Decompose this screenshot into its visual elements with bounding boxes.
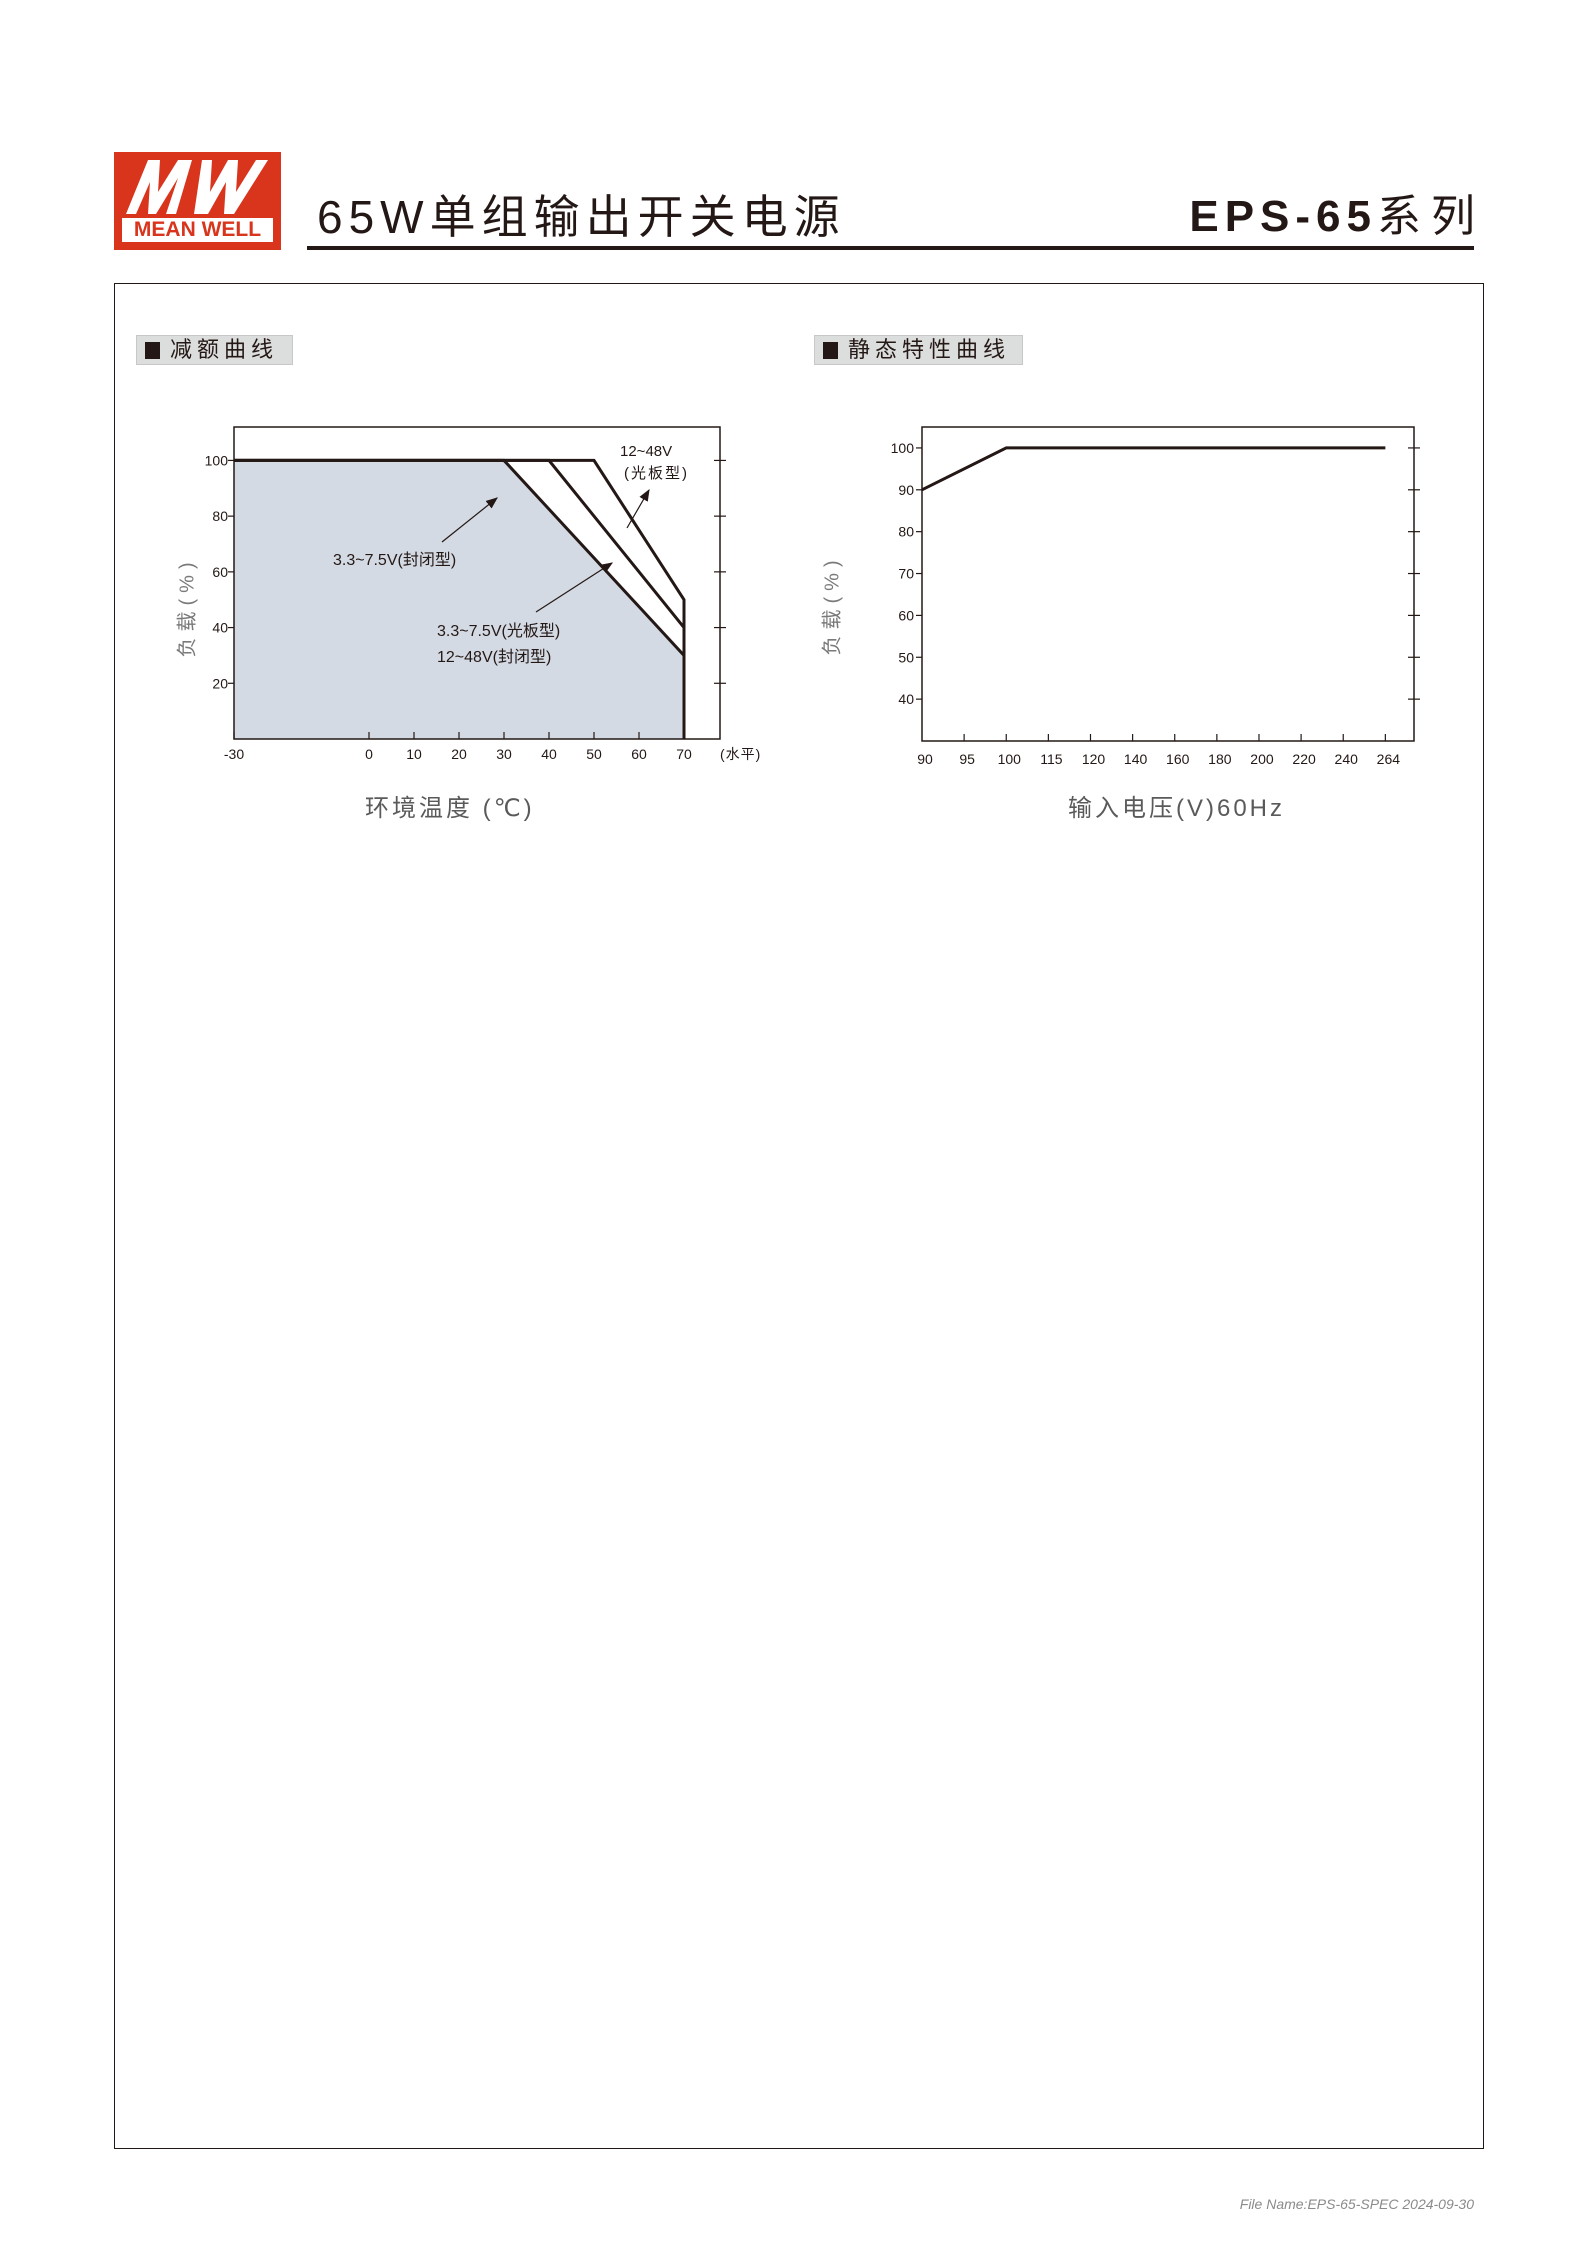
arrow-icon	[626, 488, 650, 529]
x-tick-label: 120	[1082, 751, 1106, 767]
header-rule	[307, 246, 1474, 250]
annotation-3v3-open: 3.3~7.5V(光板型)	[437, 623, 561, 640]
x-tick-label: 60	[631, 746, 647, 762]
x-tick-label: 200	[1250, 751, 1274, 767]
x-tick-label: 100	[998, 751, 1022, 767]
static-x-label: 输入电压(V)60Hz	[1068, 795, 1286, 822]
y-tick-label: 70	[898, 566, 914, 582]
annotation-3v3-enclosed: 3.3~7.5V(封闭型)	[333, 552, 457, 569]
derating-chart: -30 0 10 20 30 40 50 60 70 20 40 60 80 100	[205, 426, 726, 762]
arrow-icon	[535, 562, 614, 613]
load-line	[921, 446, 1386, 492]
derating-x-label: 环境温度 (℃)	[365, 795, 535, 822]
series-suffix: 系列	[1377, 192, 1485, 241]
y-tick-label: 100	[205, 452, 229, 468]
static-y-label: 负载(%)	[821, 554, 844, 656]
mean-well-logo: MEAN WELL	[114, 152, 281, 250]
x-tick-label: 180	[1208, 751, 1232, 767]
arrow-icon	[441, 497, 498, 543]
section-label: 减额曲线	[170, 337, 279, 362]
x-tick-label: 115	[1040, 751, 1063, 767]
logo-brand-text: MEAN WELL	[122, 218, 273, 242]
section-heading-static: 静态特性曲线	[814, 335, 1023, 365]
y-tick-label: 80	[212, 508, 228, 524]
x-tick-label: 50	[586, 746, 602, 762]
x-tick-label: 70	[676, 746, 692, 762]
y-tick-label: 90	[898, 482, 914, 498]
x-unit-note: (水平)	[720, 746, 762, 762]
section-heading-derating: 减额曲线	[136, 335, 293, 365]
y-tick-label: 80	[898, 524, 914, 540]
plot-frame	[921, 426, 1415, 742]
shaded-area	[234, 460, 684, 739]
y-tick-label: 20	[212, 675, 228, 691]
annotation-open-frame: (光板型)	[624, 465, 689, 482]
x-tick-label: 160	[1166, 751, 1190, 767]
footer-file-name: File Name:EPS-65-SPEC 2024-09-30	[1239, 2196, 1474, 2212]
x-tick-label: 240	[1335, 751, 1359, 767]
x-tick-label: 95	[959, 751, 975, 767]
y-tick-label: 40	[898, 691, 914, 707]
x-tick-label: 264	[1377, 751, 1401, 767]
x-tick-label: -30	[224, 746, 244, 762]
y-tick-label: 100	[891, 440, 915, 456]
series-title: EPS-65系列	[1189, 190, 1485, 244]
model-name: EPS-65	[1189, 192, 1377, 241]
x-tick-label: 0	[365, 746, 373, 762]
x-tick-label: 10	[406, 746, 422, 762]
page-title: 65W单组输出开关电源	[317, 191, 846, 243]
x-tick-label: 90	[917, 751, 933, 767]
x-tick-label: 140	[1124, 751, 1148, 767]
content-frame	[114, 283, 1484, 2149]
x-tick-label: 40	[541, 746, 557, 762]
mw-logo-mark	[126, 160, 268, 214]
y-tick-label: 40	[212, 620, 228, 636]
square-bullet-icon	[823, 342, 838, 359]
y-tick-label: 60	[898, 607, 914, 623]
y-tick-label: 60	[212, 564, 228, 580]
section-label: 静态特性曲线	[848, 337, 1011, 362]
plot-frame	[233, 426, 721, 740]
annotation-12v-enclosed: 12~48V(封闭型)	[437, 649, 552, 666]
static-characteristic-chart: 90 95 100 115 120 140 160 180 200 220 240 264 40 50 60…	[891, 426, 1420, 767]
y-tick-label: 50	[898, 649, 914, 665]
derating-line-2	[234, 458, 686, 739]
annotation-12-48v: 12~48V	[620, 443, 673, 460]
square-bullet-icon	[145, 342, 160, 359]
x-tick-label: 220	[1292, 751, 1316, 767]
x-tick-label: 20	[451, 746, 467, 762]
x-tick-label: 30	[496, 746, 512, 762]
